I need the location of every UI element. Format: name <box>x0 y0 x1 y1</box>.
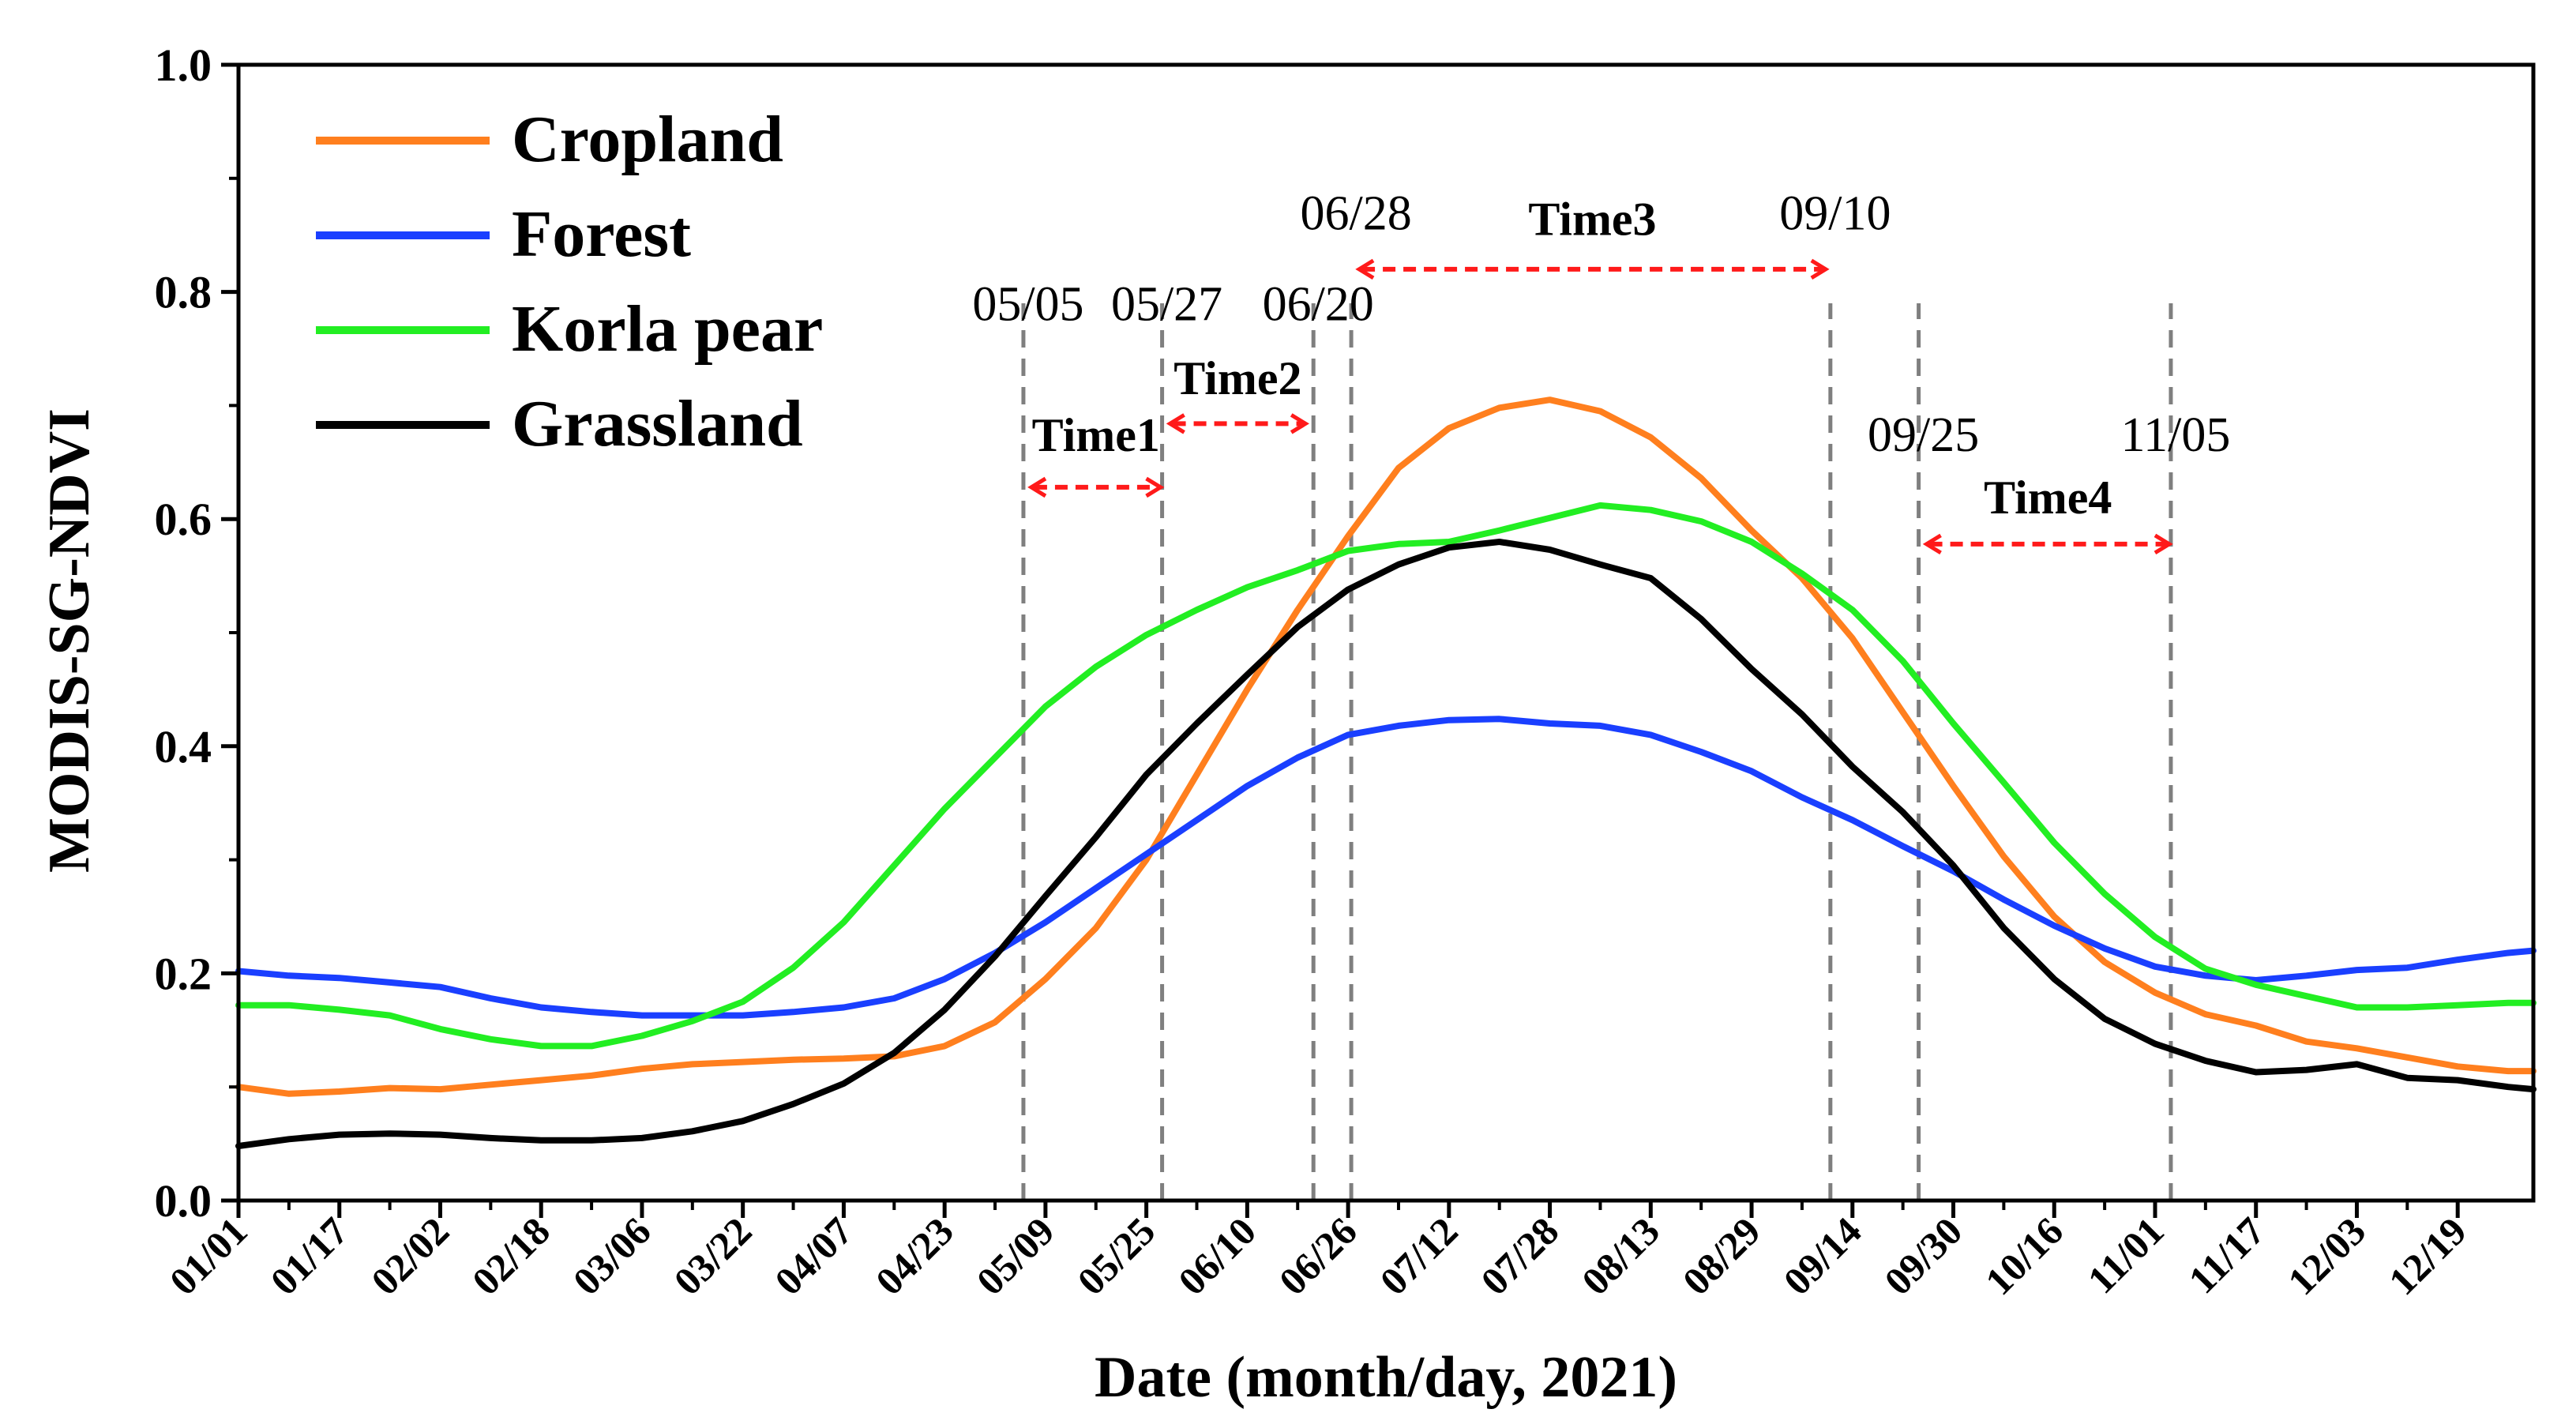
period-arrowhead-right <box>1810 258 1830 280</box>
series-layer <box>235 396 2537 1149</box>
y-axis-title: MODIS-SG-NDVI <box>37 408 102 873</box>
y-tick-label-0-8: 0.8 <box>155 267 212 318</box>
y-tick-label-0-0: 0.0 <box>155 1175 212 1227</box>
period-arrowhead-left <box>1166 413 1185 434</box>
period-arrowhead-right <box>2154 533 2173 554</box>
series-line-forest <box>235 716 2537 1019</box>
period-arrowhead-left <box>1922 533 1942 554</box>
reference-date-label-05-05: 05/05 <box>972 278 1083 332</box>
legend-label-cropland: Cropland <box>512 103 783 176</box>
reference-date-label-06-20: 06/20 <box>1263 278 1374 332</box>
annotations-layer: 05/05 05/27 06/20 06/28 09/10 09/25 11/05 Time1… <box>972 187 2230 554</box>
period-label-time1: Time1 <box>1032 409 1160 461</box>
legend-label-forest: Forest <box>512 197 691 271</box>
period-label-time4: Time4 <box>1984 472 2112 524</box>
reference-date-label-06-28: 06/28 <box>1300 187 1411 241</box>
period-time2: Time2 <box>1166 352 1310 434</box>
reference-date-label-09-25: 09/25 <box>1868 408 1979 462</box>
y-tick-label-0-2: 0.2 <box>155 948 212 999</box>
period-label-time3: Time3 <box>1528 194 1656 246</box>
legend-label-grassland: Grassland <box>512 387 803 460</box>
period-arrowhead-right <box>1145 476 1165 498</box>
legend-item-forest: Forest <box>316 197 691 271</box>
series-line-grassland <box>235 539 2537 1149</box>
legend-item-korla-pear: Korla pear <box>316 292 823 366</box>
series-line-cropland <box>235 396 2537 1097</box>
y-tick-label-0-4: 0.4 <box>155 721 212 772</box>
legend-item-grassland: Grassland <box>316 387 803 460</box>
reference-date-label-11-05: 11/05 <box>2120 408 2230 462</box>
period-label-time2: Time2 <box>1173 352 1301 404</box>
y-tick-label-0-6: 0.6 <box>155 494 212 545</box>
period-time3: Time3 <box>1355 194 1830 280</box>
reference-date-label-05-27: 05/27 <box>1111 278 1222 332</box>
legend: Cropland Forest Korla pear Grassland <box>316 103 823 460</box>
period-time1: Time1 <box>1027 409 1165 498</box>
period-arrowhead-right <box>1290 413 1310 434</box>
x-axis-title: Date (month/day, 2021) <box>1095 1345 1677 1410</box>
legend-label-korla-pear: Korla pear <box>512 292 823 366</box>
y-tick-label-1-0: 1.0 <box>155 39 212 91</box>
period-time4: Time4 <box>1922 472 2173 554</box>
legend-item-cropland: Cropland <box>316 103 783 176</box>
reference-date-label-09-10: 09/10 <box>1779 187 1891 241</box>
period-arrowhead-left <box>1355 258 1375 280</box>
series-line-korla-pear <box>235 502 2537 1050</box>
period-arrowhead-left <box>1027 476 1047 498</box>
